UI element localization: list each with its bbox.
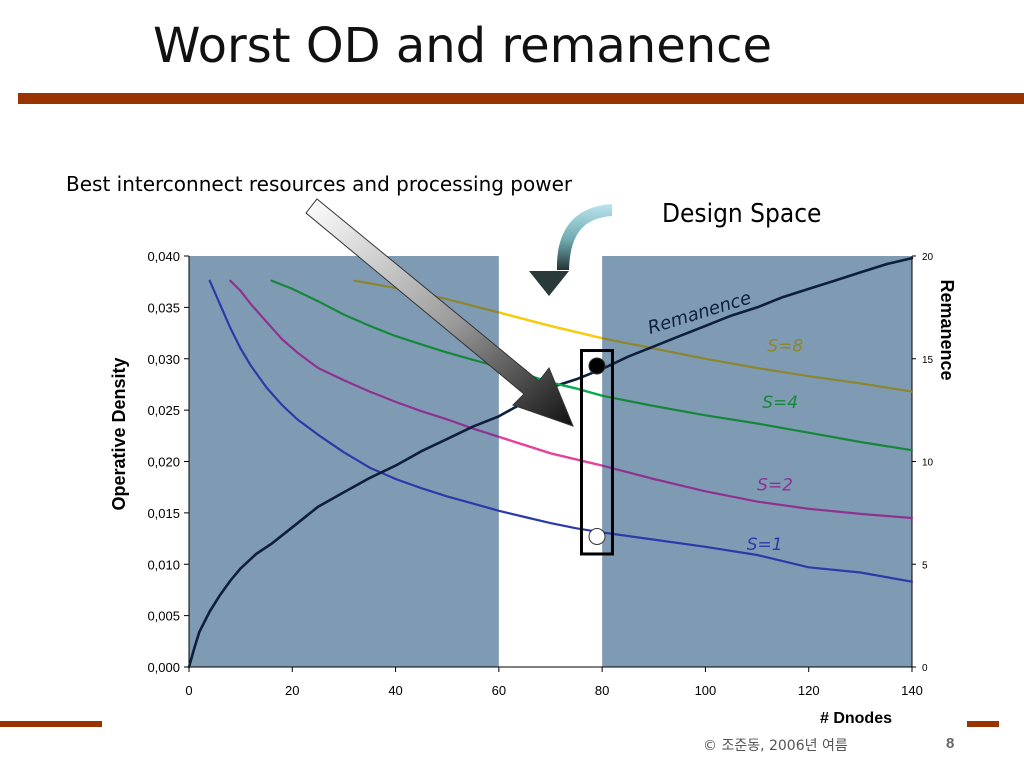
y-tick-label: 0,015 xyxy=(147,506,180,521)
x-tick-label: 0 xyxy=(185,683,192,698)
annotation-best: Best interconnect resources and processi… xyxy=(66,172,573,196)
y-tick-label: 0,005 xyxy=(147,609,180,624)
series-label: S=8 xyxy=(767,337,803,357)
y2-axis-label: Remanence xyxy=(937,279,957,380)
series-highlight xyxy=(498,435,603,467)
x-tick-label: 120 xyxy=(798,683,820,698)
y-tick-label: 0,025 xyxy=(147,403,180,418)
design-space-arrow-icon xyxy=(556,204,612,270)
series-highlight xyxy=(498,311,603,340)
annotation-design-space: Design Space xyxy=(662,198,821,228)
x-tick-label: 60 xyxy=(492,683,506,698)
y-tick-label: 0,030 xyxy=(147,352,180,367)
top-rule xyxy=(18,93,1024,104)
series-label: S=2 xyxy=(757,475,793,495)
series-line-s-8 xyxy=(353,279,914,393)
y2-tick-label: 5 xyxy=(922,560,928,571)
design-space-arrowhead-icon xyxy=(529,271,569,296)
y2-tick-label: 15 xyxy=(922,355,934,366)
slide-title: Worst OD and remanence xyxy=(153,18,773,74)
x-tick-label: 80 xyxy=(595,683,609,698)
page-number: 8 xyxy=(946,735,955,752)
x-tick-label: 100 xyxy=(695,683,717,698)
y2-tick-label: 0 xyxy=(922,663,928,674)
bottom-rule-right xyxy=(967,721,999,727)
y-tick-label: 0,000 xyxy=(147,660,180,675)
marker-filled xyxy=(588,357,606,375)
marker-open xyxy=(588,528,606,546)
y-tick-label: 0,040 xyxy=(147,249,180,264)
series-label: S=4 xyxy=(762,393,798,413)
x-axis-label: # Dnodes xyxy=(820,710,892,727)
highlight-box xyxy=(579,349,614,556)
y2-tick-label: 20 xyxy=(922,252,934,263)
bottom-rule-left xyxy=(0,721,102,727)
y-tick-label: 0,010 xyxy=(147,557,180,572)
series-line-remanence xyxy=(187,256,914,669)
series-label: S=1 xyxy=(747,535,783,555)
series-line-s-2 xyxy=(229,279,914,520)
y-tick-label: 0,035 xyxy=(147,300,180,315)
footer-copyright: © 조준동, 2006년 여름 xyxy=(703,738,848,754)
x-tick-label: 140 xyxy=(901,683,923,698)
pointer-arrow-icon xyxy=(305,198,574,427)
y-tick-label: 0,020 xyxy=(147,455,180,470)
series-line-s-1 xyxy=(208,279,914,583)
x-tick-label: 20 xyxy=(285,683,299,698)
x-tick-label: 40 xyxy=(388,683,402,698)
y2-tick-label: 10 xyxy=(922,458,934,469)
y-axis-label: Operative Density xyxy=(109,357,129,510)
